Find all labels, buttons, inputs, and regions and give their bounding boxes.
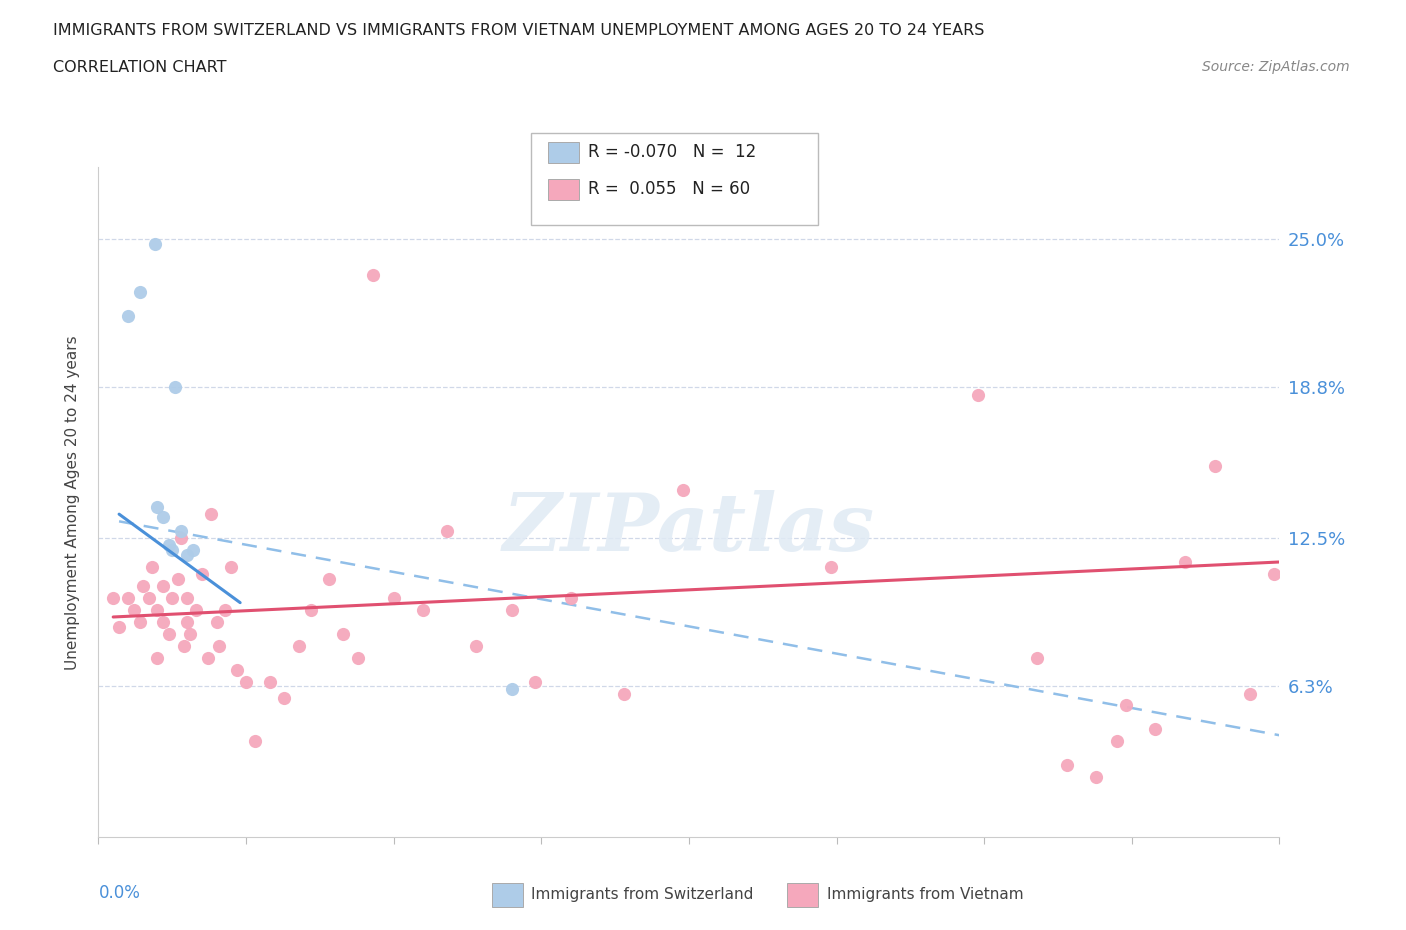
- Point: [1115, 698, 1137, 713]
- Text: R =  0.055   N = 60: R = 0.055 N = 60: [588, 179, 749, 198]
- Point: [273, 691, 295, 706]
- Point: [103, 591, 125, 605]
- Point: [259, 674, 281, 689]
- Text: Source: ZipAtlas.com: Source: ZipAtlas.com: [1202, 60, 1350, 74]
- Point: [146, 499, 169, 514]
- Text: CORRELATION CHART: CORRELATION CHART: [53, 60, 226, 75]
- Point: [128, 615, 150, 630]
- Point: [332, 626, 354, 641]
- Point: [143, 236, 166, 251]
- Point: [146, 650, 169, 665]
- Point: [141, 559, 163, 574]
- Point: [299, 603, 322, 618]
- Point: [436, 524, 458, 538]
- Y-axis label: Unemployment Among Ages 20 to 24 years: Unemployment Among Ages 20 to 24 years: [65, 335, 80, 670]
- Point: [157, 538, 180, 552]
- Point: [152, 615, 174, 630]
- Point: [235, 674, 257, 689]
- Point: [184, 603, 207, 618]
- Point: [176, 615, 198, 630]
- Text: 0.0%: 0.0%: [98, 884, 141, 902]
- Point: [318, 571, 340, 586]
- Point: [122, 603, 145, 618]
- Point: [1144, 722, 1167, 737]
- Text: IMMIGRANTS FROM SWITZERLAND VS IMMIGRANTS FROM VIETNAM UNEMPLOYMENT AMONG AGES 2: IMMIGRANTS FROM SWITZERLAND VS IMMIGRANT…: [53, 23, 984, 38]
- Point: [117, 591, 139, 605]
- Point: [117, 308, 139, 323]
- Point: [412, 603, 434, 618]
- Point: [132, 578, 155, 593]
- Point: [152, 509, 174, 524]
- Point: [167, 571, 190, 586]
- Point: [146, 603, 169, 618]
- Point: [173, 638, 195, 653]
- Point: [382, 591, 405, 605]
- Point: [170, 531, 193, 546]
- Point: [361, 268, 384, 283]
- Point: [157, 626, 180, 641]
- Point: [162, 591, 183, 605]
- Point: [1026, 650, 1049, 665]
- Point: [176, 591, 198, 605]
- Point: [820, 559, 842, 574]
- Point: [1263, 566, 1285, 581]
- Point: [170, 524, 193, 538]
- Point: [243, 734, 266, 749]
- Point: [138, 591, 160, 605]
- Point: [200, 507, 222, 522]
- Point: [1085, 770, 1108, 785]
- Point: [1239, 686, 1261, 701]
- Point: [524, 674, 547, 689]
- Point: [1204, 458, 1226, 473]
- Point: [967, 387, 990, 402]
- Point: [613, 686, 636, 701]
- Point: [179, 626, 201, 641]
- Point: [208, 638, 231, 653]
- Text: ZIPatlas: ZIPatlas: [503, 490, 875, 567]
- Point: [162, 542, 183, 557]
- Point: [1056, 758, 1078, 773]
- Point: [181, 542, 204, 557]
- Text: Immigrants from Vietnam: Immigrants from Vietnam: [827, 887, 1024, 902]
- Point: [152, 578, 174, 593]
- Point: [219, 559, 242, 574]
- Point: [501, 682, 523, 697]
- Point: [672, 483, 695, 498]
- Point: [465, 638, 488, 653]
- Point: [214, 603, 236, 618]
- Point: [226, 662, 249, 677]
- Point: [288, 638, 311, 653]
- Point: [560, 591, 582, 605]
- Text: R = -0.070   N =  12: R = -0.070 N = 12: [588, 142, 756, 161]
- Point: [176, 548, 198, 563]
- Point: [347, 650, 370, 665]
- Text: Immigrants from Switzerland: Immigrants from Switzerland: [531, 887, 754, 902]
- Point: [1174, 554, 1197, 569]
- Point: [1105, 734, 1128, 749]
- Point: [108, 619, 131, 634]
- Point: [205, 615, 228, 630]
- Point: [197, 650, 219, 665]
- Point: [501, 603, 523, 618]
- Point: [165, 380, 187, 395]
- Point: [191, 566, 214, 581]
- Point: [128, 285, 150, 299]
